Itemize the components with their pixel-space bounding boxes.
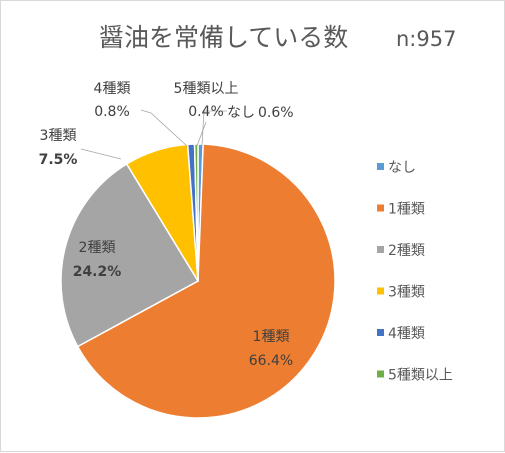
legend-label-2: 2種類 — [388, 243, 425, 259]
data-label-value-4: 0.8% — [94, 104, 130, 120]
legend-swatch-5 — [377, 370, 384, 378]
data-label-value-1: 66.4% — [249, 353, 293, 369]
data-labels: なし 0.6% 1種類 66.4% 2種類 24.2% 3種類 7.5% 4種類 0.8% 5種類以… — [39, 81, 294, 369]
legend-label-3: 3種類 — [388, 285, 425, 301]
leader-lines — [80, 109, 227, 160]
data-label-value-3: 7.5% — [39, 152, 78, 168]
leader-line-3 — [80, 148, 122, 160]
data-label-value-2: 24.2% — [73, 264, 122, 280]
leader-line-5 — [196, 121, 207, 147]
pie-slice-2 — [60, 162, 200, 348]
legend-label-1: 1種類 — [388, 202, 425, 218]
data-label-value-5: 0.4% — [188, 104, 224, 120]
data-label-name-1: 1種類 — [253, 329, 290, 345]
legend-swatch-4 — [377, 329, 384, 336]
data-label-0: なし 0.6% — [227, 105, 294, 121]
chart-title: 醤油を常備している数 — [99, 23, 348, 52]
legend-label-0: なし — [388, 160, 416, 176]
pie-slices — [60, 143, 336, 419]
sample-size-label: n:957 — [396, 27, 456, 51]
data-label-name-3: 3種類 — [40, 128, 77, 144]
legend-swatch-0 — [377, 163, 384, 170]
legend-swatch-2 — [377, 246, 384, 253]
legend-label-5: 5種類以上 — [388, 368, 453, 384]
leader-line-4 — [140, 109, 188, 147]
legend-swatch-1 — [377, 204, 384, 212]
data-label-name-4: 4種類 — [94, 81, 131, 97]
data-label-name-2: 2種類 — [79, 240, 116, 256]
legend-label-4: 4種類 — [388, 326, 425, 342]
pie-slice-1 — [76, 143, 336, 419]
legend: なし 1種類 2種類 3種類 4種類 5種類以上 — [377, 160, 453, 384]
data-label-name-5: 5種類以上 — [174, 81, 239, 97]
legend-swatch-3 — [377, 287, 384, 295]
leader-line-0 — [201, 110, 227, 147]
